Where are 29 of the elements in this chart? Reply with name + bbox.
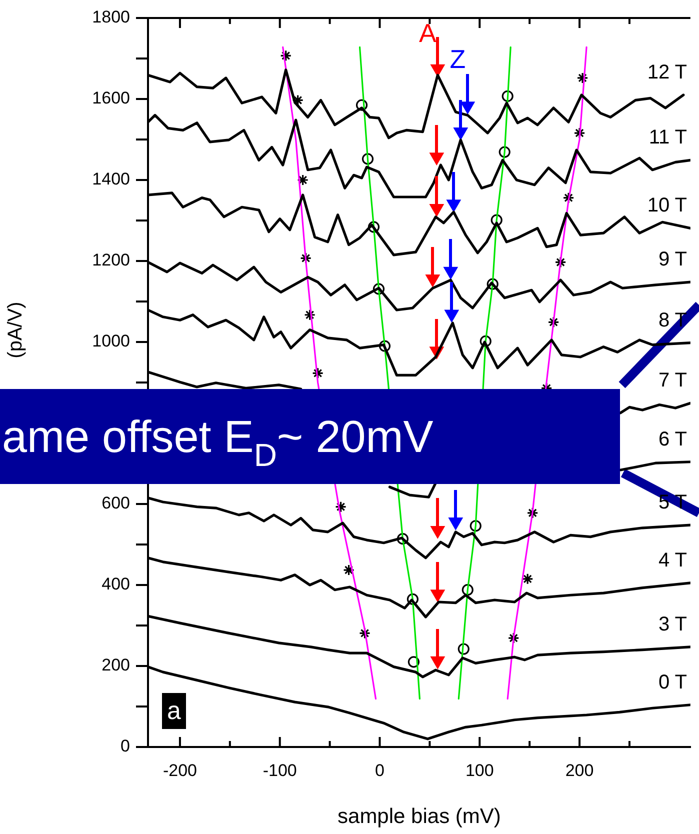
y-tick-label: 1000 [92, 332, 130, 351]
x-tick-label: 0 [375, 760, 384, 780]
series-label: 9 T [658, 248, 687, 271]
x-tick-label: 100 [465, 760, 494, 780]
series-label: 3 T [658, 613, 687, 636]
y-axis-title: (pA/V) [4, 302, 27, 358]
y-tick-label: 0 [120, 736, 130, 756]
series-label: 11 T [648, 126, 687, 149]
series-label: 0 T [658, 671, 687, 694]
annotation: Z [450, 44, 466, 74]
y-tick-label: 1800 [92, 8, 130, 27]
annotation: A [419, 18, 438, 48]
caption-banner: ame offset E$_{D}$~ 20mV [0, 389, 620, 484]
y-tick-label: 1400 [92, 170, 130, 189]
y-tick-label: 1200 [92, 250, 130, 270]
series-label: 7 T [658, 370, 687, 392]
x-tick-label: -100 [262, 760, 297, 780]
x-tick-label: -200 [162, 760, 197, 780]
series-label: 6 T [658, 428, 687, 450]
y-tick-label: 600 [102, 494, 130, 513]
series-label: 12 T [647, 61, 687, 84]
x-tick-label: 200 [565, 760, 594, 780]
series-label: 10 T [647, 194, 687, 217]
caption-box: a [162, 693, 186, 729]
y-tick-label: 400 [102, 574, 130, 594]
x-axis-title: sample bias (mV) [338, 805, 501, 828]
y-tick-label: 200 [102, 656, 130, 675]
series-label: 4 T [658, 549, 687, 572]
y-tick-label: 1600 [92, 88, 130, 108]
